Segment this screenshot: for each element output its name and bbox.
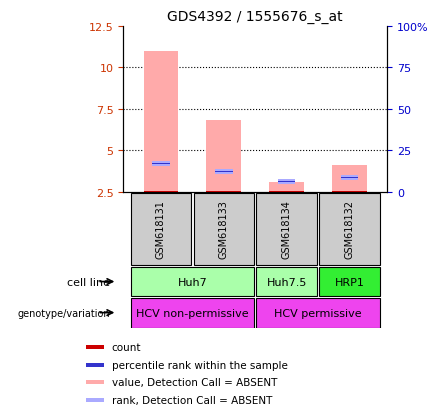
FancyBboxPatch shape [257,267,317,297]
Text: HCV non-permissive: HCV non-permissive [136,308,249,318]
Bar [332,166,367,192]
Bar [86,363,104,367]
FancyBboxPatch shape [131,298,254,328]
Text: genotype/variation: genotype/variation [17,308,110,318]
Text: count: count [112,342,141,352]
FancyBboxPatch shape [194,194,254,265]
FancyBboxPatch shape [131,194,191,265]
FancyBboxPatch shape [319,194,380,265]
Text: Huh7.5: Huh7.5 [267,277,307,287]
Text: GSM618132: GSM618132 [345,200,355,259]
FancyBboxPatch shape [319,267,380,297]
Text: Huh7: Huh7 [177,277,207,287]
Text: HRP1: HRP1 [334,277,364,287]
Text: cell line: cell line [67,277,110,287]
Text: rank, Detection Call = ABSENT: rank, Detection Call = ABSENT [112,395,272,405]
FancyBboxPatch shape [257,194,317,265]
Text: percentile rank within the sample: percentile rank within the sample [112,360,288,370]
Text: GSM618133: GSM618133 [219,200,229,259]
Bar [143,52,178,192]
Title: GDS4392 / 1555676_s_at: GDS4392 / 1555676_s_at [167,10,343,24]
Bar [278,180,295,185]
Bar [86,398,104,402]
Bar [86,345,104,349]
Bar [215,170,233,175]
Bar [206,121,241,192]
Bar [341,176,358,180]
FancyBboxPatch shape [131,267,254,297]
Text: value, Detection Call = ABSENT: value, Detection Call = ABSENT [112,377,277,387]
Bar [215,172,233,173]
Bar [152,161,170,166]
Text: GSM618131: GSM618131 [156,200,166,259]
Bar [278,182,295,183]
FancyBboxPatch shape [257,298,380,328]
Bar [86,380,104,385]
Text: GSM618134: GSM618134 [282,200,292,259]
Text: HCV permissive: HCV permissive [274,308,362,318]
Bar [269,182,304,192]
